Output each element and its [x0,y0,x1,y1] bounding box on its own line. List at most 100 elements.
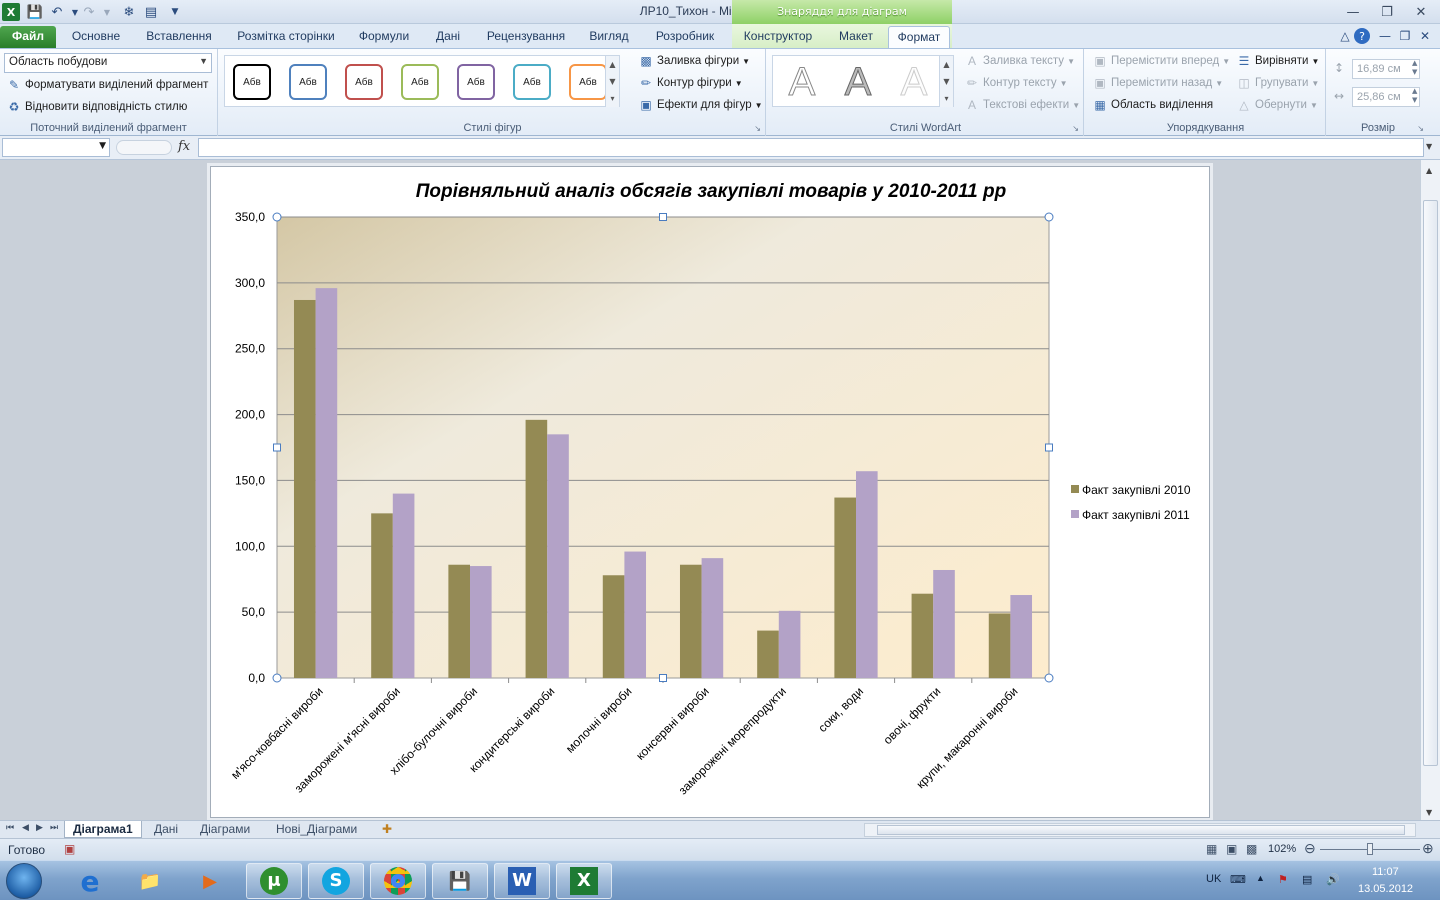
file-explorer-icon[interactable]: 📁 [138,870,162,892]
dialog-launcher-icon[interactable]: ↘ [1417,124,1424,133]
sheet-tab[interactable]: Дані [154,822,179,836]
snowflake-icon[interactable]: ❄ [123,4,135,20]
shape-style-swatch[interactable]: Абв [289,64,327,100]
selection-handle[interactable] [272,212,282,222]
bar[interactable] [911,593,934,678]
gallery-more-icon[interactable]: ▾ [939,90,953,107]
width-spinner-icon[interactable]: ▲ ▼ [1412,87,1418,104]
shape-style-swatch[interactable]: Абв [457,64,495,100]
tab-developer[interactable]: Розробник [655,29,715,43]
word-icon[interactable]: W [494,863,550,899]
chart-area[interactable]: Порівняльний аналіз обсягів закупівлі то… [210,166,1210,818]
wordart-swatch[interactable]: A [844,60,872,105]
start-button[interactable] [6,863,42,899]
close-icon[interactable]: ✕ [1415,4,1427,20]
zoom-level[interactable]: 102% [1268,843,1297,855]
legend-entry[interactable]: Факт закупівлі 2010 [1082,483,1191,497]
dialog-launcher-icon[interactable]: ↘ [754,124,761,133]
tab-design[interactable]: Конструктор [743,29,813,43]
bar[interactable] [988,613,1011,678]
ribbon-minimize-icon[interactable]: △ [1340,29,1350,43]
text-outline-button[interactable]: ✏ Контур тексту ▼ [964,73,1068,93]
selection-handle[interactable] [273,443,281,452]
gallery-scroll-down-icon[interactable]: ▼ [939,73,953,90]
gallery-scroll-up-icon[interactable]: ▲ [939,56,953,73]
gallery-scroll-down-icon[interactable]: ▼ [605,73,619,90]
gallery-scroll-up-icon[interactable]: ▲ [605,56,619,73]
redo-icon[interactable]: ↷ [83,4,95,20]
restore-icon[interactable]: ❐ [1381,4,1393,20]
width-field[interactable]: 25,86 см [1352,87,1420,107]
page-break-view-icon[interactable]: ▩ [1246,842,1258,856]
tab-insert[interactable]: Вставлення [146,29,212,43]
bar[interactable] [392,493,415,678]
tab-format[interactable]: Формат [888,26,950,48]
volume-icon[interactable]: 🔊 [1326,874,1340,886]
insert-sheet-icon[interactable]: ✚ [382,822,393,836]
bar[interactable] [448,564,470,678]
skype-icon[interactable]: S [308,863,364,899]
tab-view[interactable]: Вигляд [589,29,629,43]
zoom-slider-thumb[interactable] [1367,843,1373,855]
internet-explorer-icon[interactable]: e [80,864,100,898]
shape-fill-button[interactable]: ▩ Заливка фігури ▼ [638,51,750,71]
expand-formula-bar-icon[interactable]: ▼ [1426,142,1433,151]
selection-handle[interactable] [1044,673,1054,683]
shape-style-swatch[interactable]: Абв [513,64,551,100]
shape-style-swatch[interactable]: Абв [345,64,383,100]
sheet-tab[interactable]: Нові_Діаграми [276,822,358,836]
excel-icon[interactable]: X [556,863,612,899]
tab-layout[interactable]: Макет [839,29,873,43]
normal-view-icon[interactable]: ▦ [1206,842,1218,856]
horizontal-scroll-thumb[interactable] [877,825,1405,835]
selection-handle[interactable] [659,674,667,682]
shape-style-swatch[interactable]: Абв [401,64,439,100]
redo-dropdown-icon[interactable]: ▼ [103,7,111,17]
clock-time[interactable]: 11:07 [1372,866,1399,878]
scroll-up-icon[interactable]: ▲ [1426,166,1433,175]
shape-effects-button[interactable]: ▣ Ефекти для фігур ▼ [638,95,762,115]
bar[interactable] [624,551,647,678]
bar[interactable] [701,558,724,678]
selection-pane-button[interactable]: ▦ Область виділення [1092,95,1213,115]
chrome-icon[interactable] [370,863,426,899]
vertical-scrollbar[interactable]: ▲ ▼ [1420,160,1440,820]
save-floppy-icon[interactable]: 💾 [432,863,488,899]
bar[interactable] [371,513,393,678]
tab-file[interactable]: Файл [0,26,56,48]
name-box[interactable]: ▼ [2,138,110,157]
macro-record-icon[interactable]: ▣ [64,842,76,856]
undo-icon[interactable]: ↶ [51,4,63,20]
clock-date[interactable]: 13.05.2012 [1358,883,1414,895]
horizontal-scrollbar[interactable] [864,823,1416,837]
bar[interactable] [315,288,338,678]
selection-handle[interactable] [1044,212,1054,222]
page-layout-view-icon[interactable]: ▣ [1226,842,1238,856]
text-fill-button[interactable]: A Заливка тексту ▼ [964,51,1075,71]
next-sheet-icon[interactable]: ▶ [36,823,43,833]
insert-function-icon[interactable]: fx [178,139,191,154]
dialog-launcher-icon[interactable]: ↘ [1072,124,1079,133]
text-effects-button[interactable]: A Текстові ефекти ▼ [964,95,1080,115]
chart-title[interactable]: Порівняльний аналіз обсягів закупівлі то… [416,181,1006,202]
utorrent-icon[interactable]: μ [246,863,302,899]
chart-elements-combo[interactable]: Область побудови ▼ [4,53,212,73]
rotate-button[interactable]: △ Обернути ▼ [1236,95,1318,115]
formula-input[interactable] [198,138,1424,157]
bar[interactable] [834,497,856,678]
keyboard-icon[interactable]: ⌨ [1230,874,1246,886]
scroll-down-icon[interactable]: ▼ [1426,808,1433,817]
selection-handle[interactable] [659,213,667,221]
doc-restore-icon[interactable]: ❐ [1399,29,1411,43]
height-spinner-icon[interactable]: ▲ ▼ [1412,59,1418,76]
bar[interactable] [547,434,569,678]
wordart-swatch[interactable]: A [788,60,816,105]
formula-bar-resize-handle[interactable] [116,140,172,155]
bar[interactable] [602,575,625,678]
shape-style-swatch[interactable]: Абв [233,64,271,100]
vertical-scroll-thumb[interactable] [1423,200,1438,766]
tab-data[interactable]: Дані [435,29,461,43]
network-icon[interactable]: ▤ [1302,874,1313,886]
help-icon[interactable]: ? [1354,28,1370,44]
form-icon[interactable]: ▤ [144,4,158,20]
